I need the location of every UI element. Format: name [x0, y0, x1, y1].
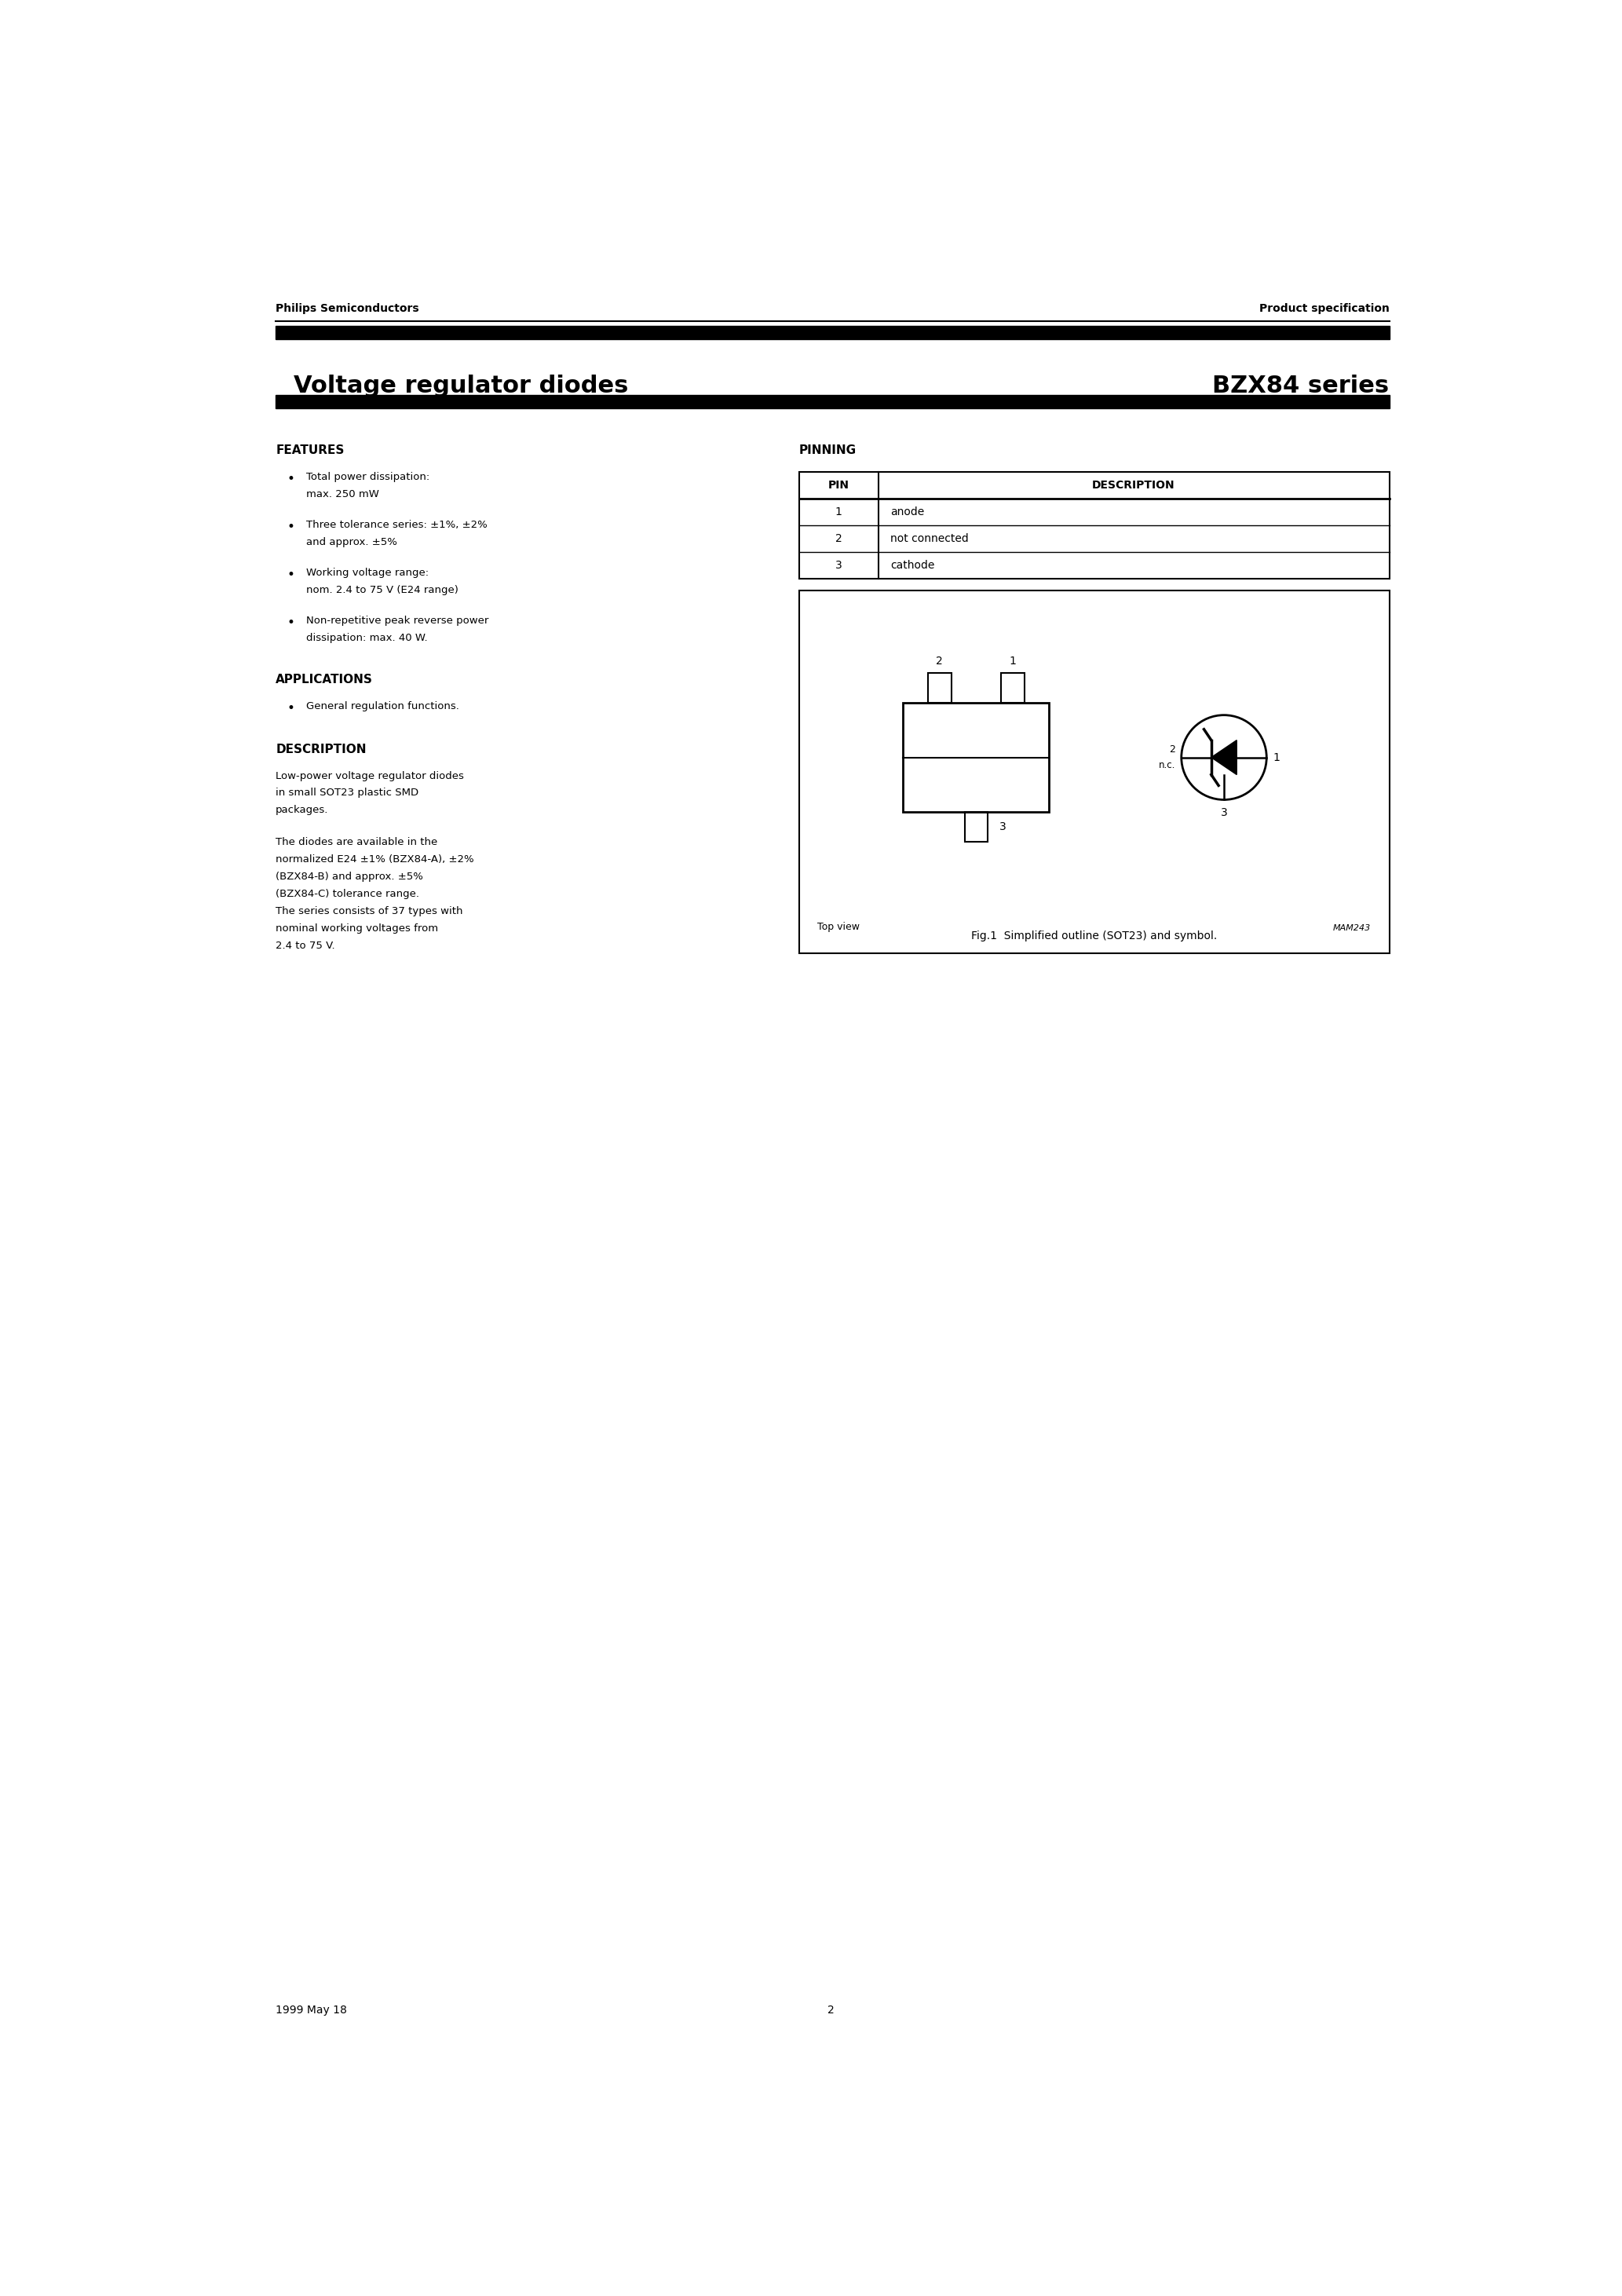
Text: 2: 2	[827, 2004, 835, 2016]
Text: Product specification: Product specification	[1259, 303, 1388, 315]
Text: (BZX84-C) tolerance range.: (BZX84-C) tolerance range.	[276, 889, 420, 900]
Text: Total power dissipation:: Total power dissipation:	[307, 473, 430, 482]
Text: BZX84 series: BZX84 series	[1213, 374, 1388, 397]
Text: 3: 3	[999, 822, 1006, 833]
Text: dissipation: max. 40 W.: dissipation: max. 40 W.	[307, 634, 428, 643]
Bar	[965, 813, 988, 843]
Text: anode: anode	[890, 507, 925, 517]
Text: FEATURES: FEATURES	[276, 445, 344, 457]
Text: not connected: not connected	[890, 533, 968, 544]
Text: 2.4 to 75 V.: 2.4 to 75 V.	[276, 941, 336, 951]
Text: 2: 2	[936, 657, 942, 666]
Text: DESCRIPTION: DESCRIPTION	[1092, 480, 1174, 491]
Text: •: •	[287, 473, 295, 487]
Bar	[1001, 673, 1023, 703]
Text: 2: 2	[835, 533, 842, 544]
Text: nom. 2.4 to 75 V (E24 range): nom. 2.4 to 75 V (E24 range)	[307, 585, 459, 595]
Text: Working voltage range:: Working voltage range:	[307, 567, 428, 579]
Text: Three tolerance series: ±1%, ±2%: Three tolerance series: ±1%, ±2%	[307, 519, 487, 530]
Text: 3: 3	[1220, 806, 1228, 817]
Text: 3: 3	[835, 560, 842, 572]
Text: 1: 1	[1009, 657, 1015, 666]
Text: nominal working voltages from: nominal working voltages from	[276, 923, 438, 934]
Text: 1: 1	[835, 507, 842, 517]
Text: •: •	[287, 567, 295, 581]
Bar	[928, 673, 950, 703]
Text: in small SOT23 plastic SMD: in small SOT23 plastic SMD	[276, 788, 418, 799]
Text: The series consists of 37 types with: The series consists of 37 types with	[276, 907, 462, 916]
Text: and approx. ±5%: and approx. ±5%	[307, 537, 397, 546]
Bar	[276, 326, 1388, 340]
Text: Non-repetitive peak reverse power: Non-repetitive peak reverse power	[307, 615, 488, 625]
Text: 2: 2	[1169, 744, 1176, 755]
Text: DESCRIPTION: DESCRIPTION	[276, 744, 367, 755]
Text: PINNING: PINNING	[800, 445, 856, 457]
Text: General regulation functions.: General regulation functions.	[307, 700, 459, 712]
Text: Top view: Top view	[817, 923, 860, 932]
Text: The diodes are available in the: The diodes are available in the	[276, 838, 438, 847]
Text: MAM243: MAM243	[1333, 925, 1371, 932]
Bar	[800, 590, 1388, 953]
Text: packages.: packages.	[276, 806, 329, 815]
Text: APPLICATIONS: APPLICATIONS	[276, 675, 373, 687]
Text: cathode: cathode	[890, 560, 934, 572]
Text: max. 250 mW: max. 250 mW	[307, 489, 380, 501]
Text: Voltage regulator diodes: Voltage regulator diodes	[294, 374, 629, 397]
Text: •: •	[287, 615, 295, 629]
Polygon shape	[1212, 739, 1236, 774]
Text: (BZX84-B) and approx. ±5%: (BZX84-B) and approx. ±5%	[276, 872, 423, 882]
Text: 1999 May 18: 1999 May 18	[276, 2004, 347, 2016]
Text: Philips Semiconductors: Philips Semiconductors	[276, 303, 418, 315]
Bar	[800, 473, 1388, 579]
Text: PIN: PIN	[827, 480, 850, 491]
Bar	[276, 395, 1388, 409]
Text: •: •	[287, 700, 295, 716]
Text: n.c.: n.c.	[1158, 760, 1176, 771]
Text: normalized E24 ±1% (BZX84-A), ±2%: normalized E24 ±1% (BZX84-A), ±2%	[276, 854, 474, 866]
Bar	[903, 703, 1049, 813]
Text: Low-power voltage regulator diodes: Low-power voltage regulator diodes	[276, 771, 464, 781]
Text: 1: 1	[1273, 751, 1280, 762]
Text: •: •	[287, 519, 295, 535]
Text: Fig.1  Simplified outline (SOT23) and symbol.: Fig.1 Simplified outline (SOT23) and sym…	[972, 930, 1216, 941]
